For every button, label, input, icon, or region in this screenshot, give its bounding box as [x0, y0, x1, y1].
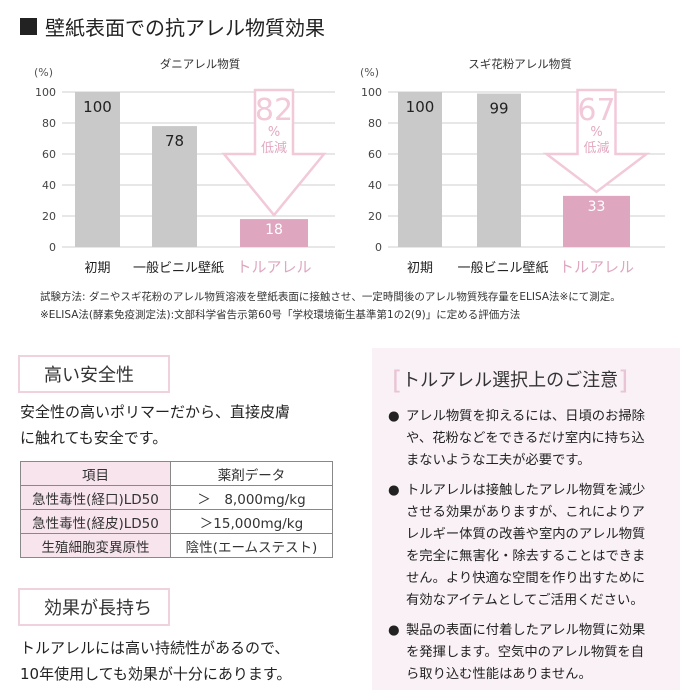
chart-1: スギ花粉アレル物質 (%) 0 20 40 60 80 100 100 初期 99 一般ビニル壁紙 67… — [360, 57, 665, 276]
safety-text: 安全性の高いポリマーだから、直接皮膚 に触れても安全です。 — [20, 403, 291, 447]
page-title: 壁紙表面での抗アレル物質効果 — [20, 12, 325, 41]
reduction-arrow — [221, 88, 327, 218]
bar-value-label: 100 — [406, 98, 435, 116]
y-tick-label: 60 — [42, 148, 56, 161]
lasting-text: トルアレルには高い持続性があるので、 10年使用しても効果が十分にあります。 — [20, 639, 292, 683]
y-tick-label: 100 — [35, 86, 56, 99]
bar — [477, 93, 521, 247]
category-label: 一般ビニル壁紙 — [133, 260, 224, 276]
y-tick-label: 40 — [42, 179, 56, 192]
bar-value-label: 33 — [588, 199, 606, 215]
y-tick-label: 80 — [368, 117, 382, 130]
table-row: 急性毒性(経皮)LD50 ＞15,000mg/kg — [20, 509, 333, 534]
caution-list: ● アレル物質を抑えるには、日頃のお掃除 や、花粉などをできるだけ室内に持ち込 まない… — [388, 406, 672, 694]
bar-value-label: 100 — [83, 98, 112, 116]
bar — [75, 92, 120, 247]
caution-item: ● アレル物質を抑えるには、日頃のお掃除 や、花粉などをできるだけ室内に持ち込 まない… — [388, 406, 672, 472]
bullet-icon: ● — [388, 483, 400, 498]
y-tick-label: 0 — [375, 241, 382, 254]
title-text: 壁紙表面での抗アレル物質効果 — [45, 16, 325, 40]
bar — [152, 126, 197, 247]
caution-title: [トルアレル選択上のご注意] — [392, 366, 629, 396]
reduction-text: 低減 — [261, 140, 287, 156]
y-tick-label: 80 — [42, 117, 56, 130]
category-label: 一般ビニル壁紙 — [457, 260, 548, 276]
chart-0: ダニアレル物質 (%) 0 20 40 60 80 100 100 初期 78 一般ビニル壁紙 82%低… — [34, 57, 335, 276]
chart-title: スギ花粉アレル物質 — [468, 57, 572, 71]
y-tick-label: 0 — [49, 241, 56, 254]
reduction-text: 低減 — [583, 140, 609, 156]
reduction-value: 67 — [577, 93, 615, 128]
bar — [240, 219, 308, 247]
table-row: 急性毒性(経口)LD50 ＞ 8,000mg/kg — [20, 485, 333, 510]
bar-value-label: 78 — [165, 132, 184, 150]
y-tick-label: 20 — [368, 210, 382, 223]
reduction-unit: % — [268, 125, 280, 140]
elisa-note: ※ELISA法(酵素免疫測定法):文部科学省告示第60号「学校環境衛生基準第1の… — [40, 309, 521, 321]
y-tick-label: 60 — [368, 148, 382, 161]
reduction-unit: % — [590, 125, 602, 140]
category-label: 初期 — [407, 261, 433, 276]
square-bullet-icon — [20, 18, 37, 35]
chart-title: ダニアレル物質 — [160, 57, 241, 71]
lasting-heading: 効果が長持ち — [18, 588, 170, 626]
bullet-icon: ● — [388, 409, 400, 424]
category-label: トルアレル — [559, 258, 634, 276]
caution-panel: [トルアレル選択上のご注意] ● アレル物質を抑えるには、日頃のお掃除 や、花粉など… — [372, 348, 680, 690]
y-tick-label: 100 — [361, 86, 382, 99]
y-tick-label: 40 — [368, 179, 382, 192]
caution-item: ● 製品の表面に付着したアレル物質に効果 を発揮します。空気中のアレル物質を自 ら取り… — [388, 620, 672, 686]
bar — [563, 195, 630, 247]
reduction-value: 82 — [255, 93, 293, 128]
safety-table: 項目 薬剤データ 急性毒性(経口)LD50 ＞ 8,000mg/kg 急性毒性(経皮… — [20, 461, 333, 558]
y-axis-unit: (%) — [34, 66, 53, 79]
bar-value-label: 18 — [265, 222, 283, 238]
caution-item: ● トルアレルは接触したアレル物質を減少 させる効果がありますが、これによりア レルギ… — [388, 480, 672, 612]
safety-heading: 高い安全性 — [18, 355, 170, 393]
table-header: 項目 薬剤データ — [20, 461, 333, 486]
reduction-arrow — [542, 88, 651, 194]
bar — [398, 92, 442, 247]
y-tick-label: 20 — [42, 210, 56, 223]
bullet-icon: ● — [388, 623, 400, 638]
category-label: 初期 — [84, 261, 110, 276]
y-axis-unit: (%) — [360, 66, 379, 79]
table-row: 生殖細胞変異原性 陰性(エームステスト) — [20, 533, 333, 558]
bar-value-label: 99 — [489, 100, 508, 118]
category-label: トルアレル — [236, 258, 311, 276]
charts: ダニアレル物質(%)020406080100100初期78一般ビニル壁紙82%低… — [34, 57, 665, 276]
test-method-note: 試験方法: ダニやスギ花粉のアレル物質溶液を壁紙表面に接触させ、一定時間後のアレ… — [40, 291, 621, 303]
